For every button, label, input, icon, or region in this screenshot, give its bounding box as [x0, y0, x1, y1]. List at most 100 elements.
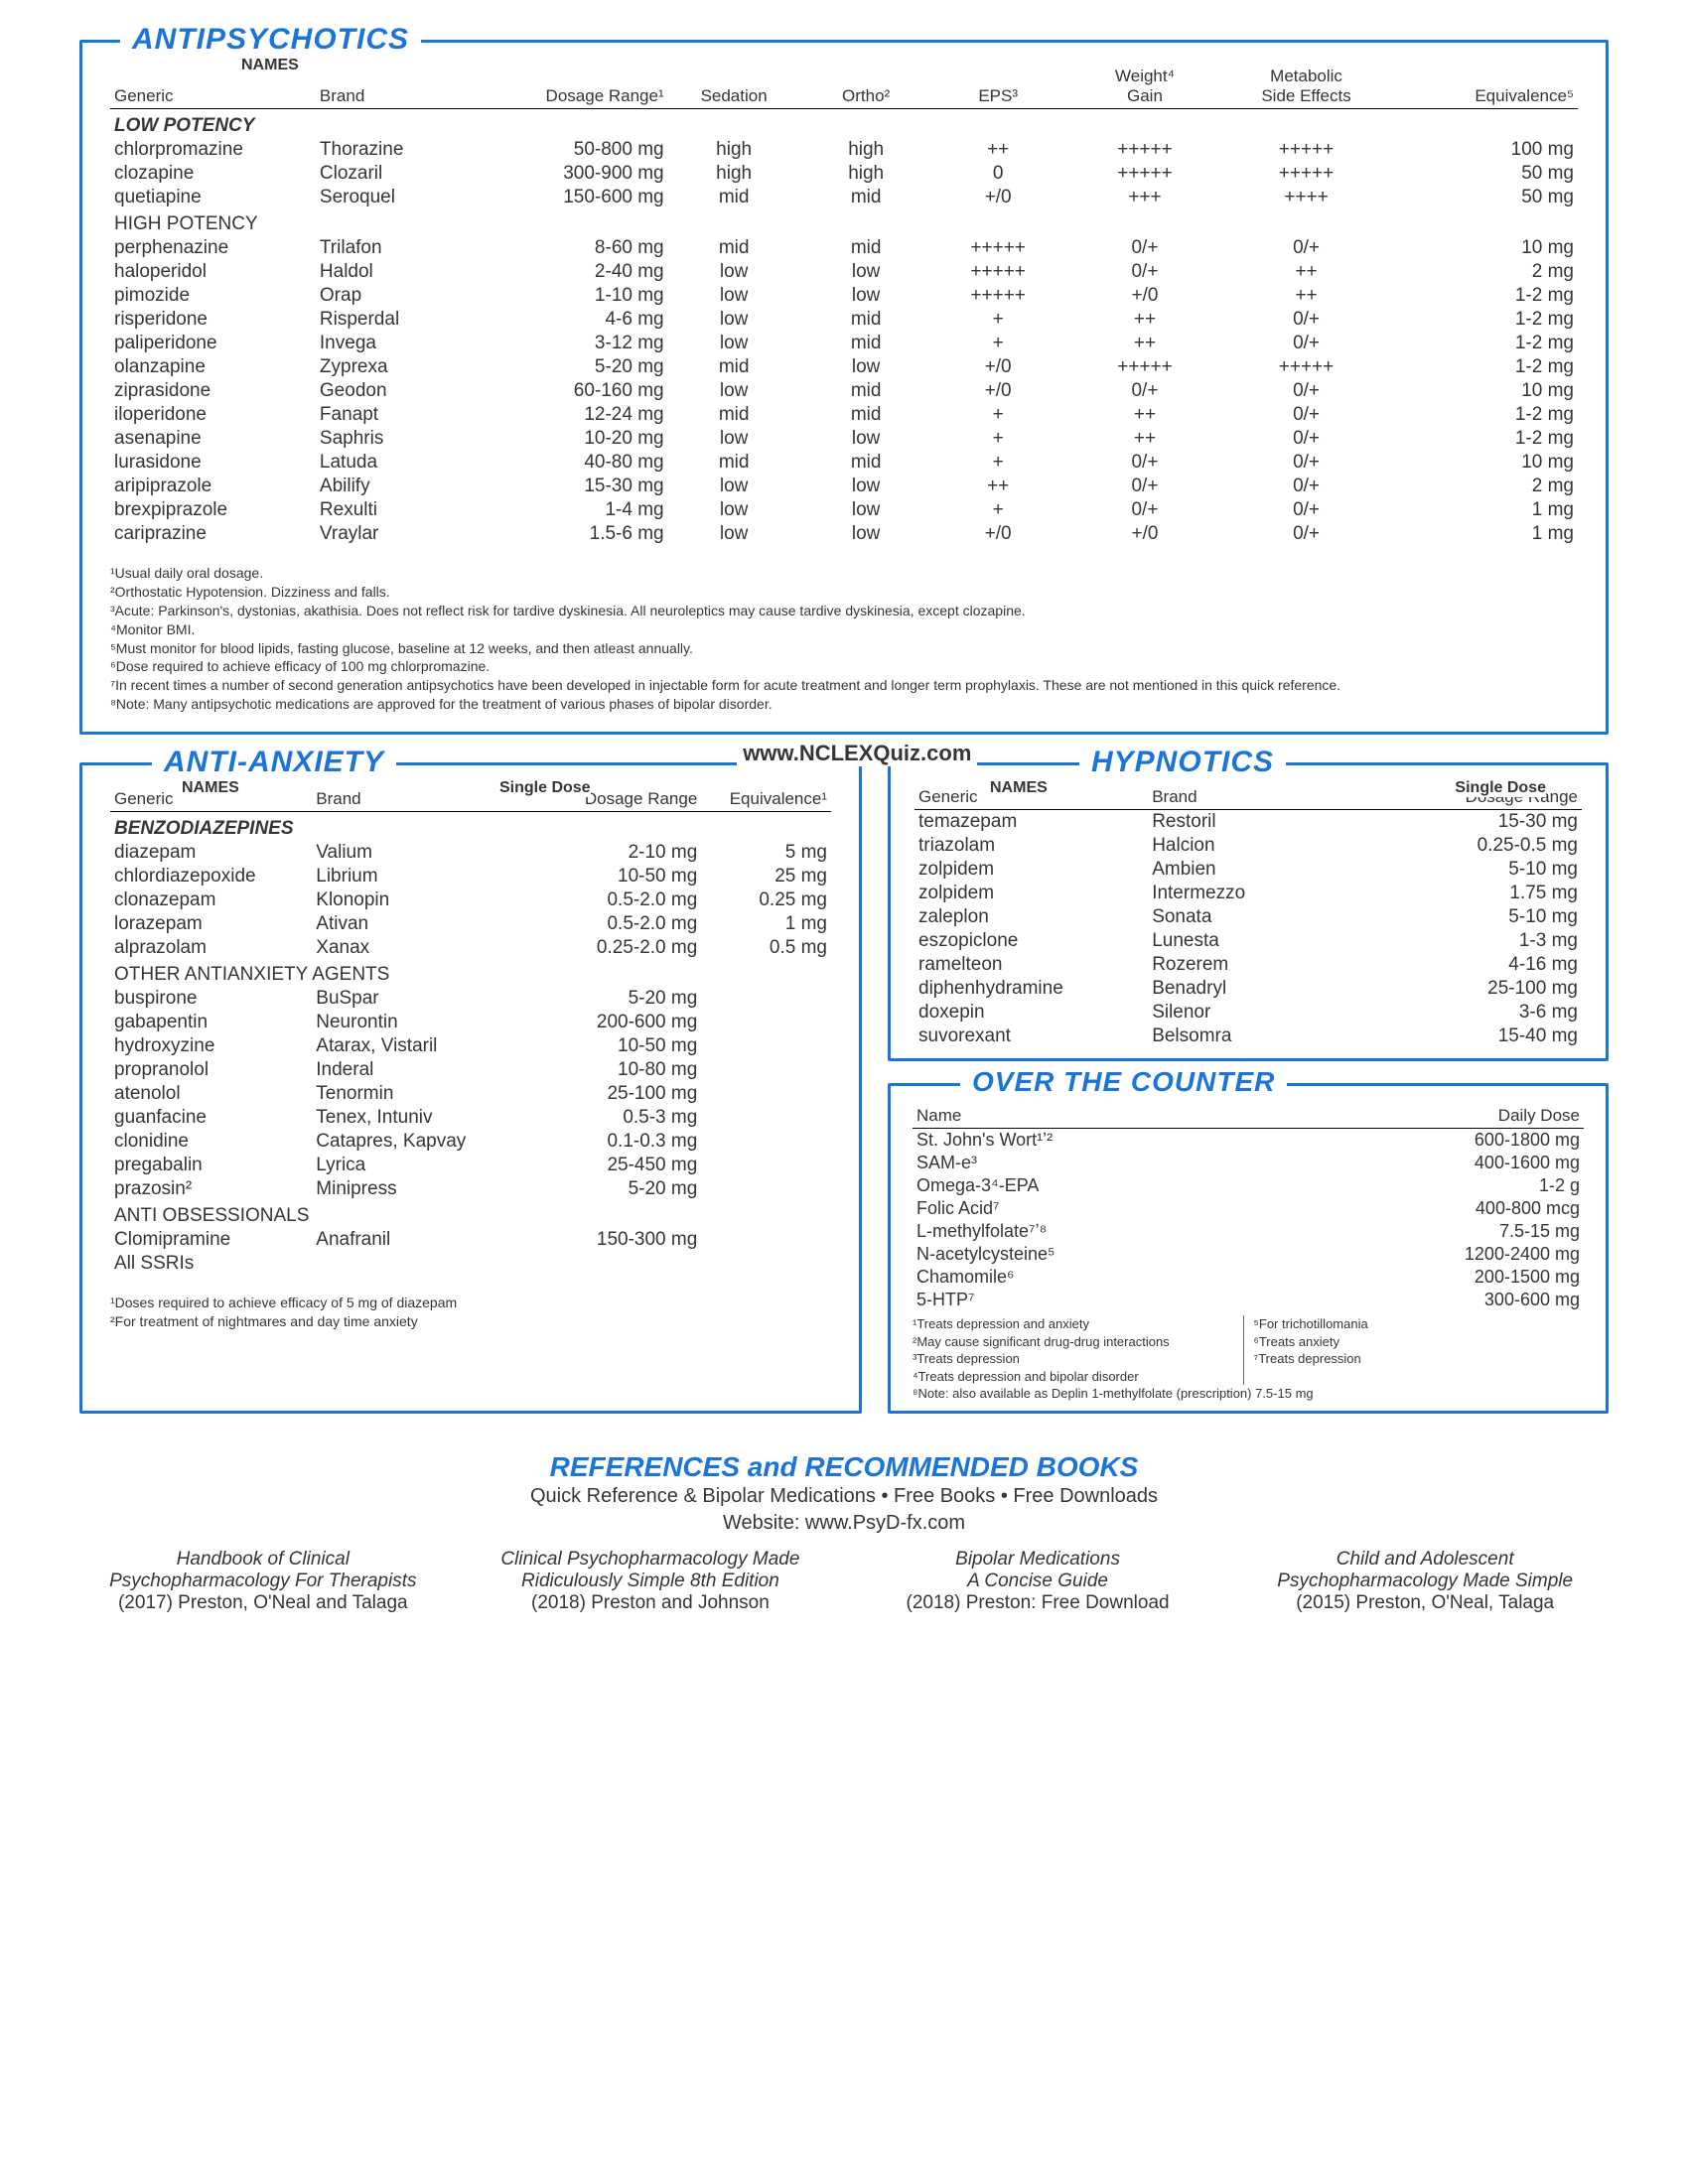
table-row: asenapineSaphris10-20 mglowlow+++0/+1-2 … [110, 427, 1578, 451]
table-row: atenololTenormin25-100 mg [110, 1082, 831, 1106]
table-row: doxepinSilenor3-6 mg [914, 1001, 1582, 1024]
table-row: ClomipramineAnafranil150-300 mg [110, 1228, 831, 1252]
antianxiety-panel: ANTI-ANXIETY NAMES Single Dose GenericBr… [79, 762, 862, 1414]
table-row: quetiapineSeroquel150-600 mgmidmid+/0+++… [110, 186, 1578, 209]
names-label-aa: NAMES [182, 779, 239, 797]
table-row: St. John's Wort¹ʼ²600-1800 mg [913, 1129, 1584, 1153]
table-row: aripiprazoleAbilify15-30 mglowlow++0/+0/… [110, 475, 1578, 498]
table-row: gabapentinNeurontin200-600 mg [110, 1011, 831, 1034]
otc-table: NameDaily Dose St. John's Wort¹ʼ²600-180… [913, 1104, 1584, 1311]
watermark: www.NCLEXQuiz.com [737, 741, 977, 766]
table-row: L-methylfolate⁷ʼ⁸7.5-15 mg [913, 1220, 1584, 1243]
table-row: prazosin²Minipress5-20 mg [110, 1177, 831, 1201]
group-label: ANTI OBSESSIONALS [110, 1201, 831, 1228]
table-row: cariprazineVraylar1.5-6 mglowlow+/0+/00/… [110, 522, 1578, 546]
table-row: All SSRIs [110, 1252, 831, 1276]
references-website: Website: www.PsyD-fx.com [79, 1512, 1609, 1535]
hypnotics-table: GenericBrandDosage Range temazepamRestor… [914, 785, 1582, 1048]
table-row: guanfacineTenex, Intuniv0.5-3 mg [110, 1106, 831, 1130]
table-row: propranololInderal10-80 mg [110, 1058, 831, 1082]
col-header: Name [913, 1104, 1282, 1129]
col-header: Equivalence¹ [701, 787, 831, 812]
antipsychotics-footnotes: ¹Usual daily oral dosage.²Orthostatic Hy… [110, 564, 1578, 714]
col-header: Brand [316, 65, 492, 109]
group-label: OTHER ANTIANXIETY AGENTS [110, 960, 831, 987]
col-header: Ortho² [800, 65, 932, 109]
group-label: HIGH POTENCY [110, 209, 1578, 236]
table-row: iloperidoneFanapt12-24 mgmidmid+++0/+1-2… [110, 403, 1578, 427]
table-row: clozapineClozaril300-900 mghighhigh0++++… [110, 162, 1578, 186]
table-row: hydroxyzineAtarax, Vistaril10-50 mg [110, 1034, 831, 1058]
table-row: lurasidoneLatuda40-80 mgmidmid+0/+0/+10 … [110, 451, 1578, 475]
table-row: ziprasidoneGeodon60-160 mglowmid+/00/+0/… [110, 379, 1578, 403]
table-row: SAM-e³400-1600 mg [913, 1152, 1584, 1174]
table-row: 5-HTP⁷300-600 mg [913, 1289, 1584, 1311]
antianxiety-title: ANTI-ANXIETY [152, 746, 396, 779]
dose-label-hy: Single Dose [1455, 779, 1546, 797]
table-row: diphenhydramineBenadryl25-100 mg [914, 977, 1582, 1001]
table-row: risperidoneRisperdal4-6 mglowmid+++0/+1-… [110, 308, 1578, 332]
col-header: Sedation [668, 65, 800, 109]
book-ref: Child and AdolescentPsychopharmacology M… [1241, 1549, 1609, 1614]
table-row: lorazepamAtivan0.5-2.0 mg1 mg [110, 912, 831, 936]
table-row: triazolamHalcion0.25-0.5 mg [914, 834, 1582, 858]
antianxiety-footnotes: ¹Doses required to achieve efficacy of 5… [110, 1294, 831, 1331]
names-label: NAMES [241, 57, 299, 74]
col-header: Dosage Range¹ [492, 65, 667, 109]
names-label-hy: NAMES [990, 779, 1048, 797]
col-header: MetabolicSide Effects [1225, 65, 1387, 109]
dose-label-aa: Single Dose [499, 779, 591, 797]
antipsychotics-panel: ANTIPSYCHOTICS NAMES GenericBrandDosage … [79, 40, 1609, 735]
table-row: chlorpromazineThorazine50-800 mghighhigh… [110, 138, 1578, 162]
table-row: suvorexantBelsomra15-40 mg [914, 1024, 1582, 1048]
table-row: zolpidemAmbien5-10 mg [914, 858, 1582, 882]
lower-row: www.NCLEXQuiz.com ANTI-ANXIETY NAMES Sin… [79, 762, 1609, 1441]
otc-panel: OVER THE COUNTER NameDaily Dose St. John… [888, 1083, 1609, 1414]
book-ref: Handbook of ClinicalPsychopharmacology F… [79, 1549, 447, 1614]
table-row: Folic Acid⁷400-800 mcg [913, 1197, 1584, 1220]
right-column: HYPNOTICS NAMES Single Dose GenericBrand… [888, 762, 1609, 1441]
otc-title: OVER THE COUNTER [960, 1066, 1287, 1098]
table-row: eszopicloneLunesta1-3 mg [914, 929, 1582, 953]
book-ref: Bipolar MedicationsA Concise Guide(2018)… [854, 1549, 1221, 1614]
table-row: zolpidemIntermezzo1.75 mg [914, 882, 1582, 905]
group-label: BENZODIAZEPINES [110, 812, 831, 842]
table-row: olanzapineZyprexa5-20 mgmidlow+/0+++++++… [110, 355, 1578, 379]
table-row: alprazolamXanax0.25-2.0 mg0.5 mg [110, 936, 831, 960]
antipsychotics-title: ANTIPSYCHOTICS [120, 23, 421, 57]
col-header: Brand [312, 787, 528, 812]
col-header: EPS³ [932, 65, 1064, 109]
table-row: paliperidoneInvega3-12 mglowmid+++0/+1-2… [110, 332, 1578, 355]
col-header: Weight⁴Gain [1064, 65, 1226, 109]
table-row: zaleplonSonata5-10 mg [914, 905, 1582, 929]
table-row: pimozideOrap1-10 mglowlow++++++/0++1-2 m… [110, 284, 1578, 308]
table-row: perphenazineTrilafon8-60 mgmidmid+++++0/… [110, 236, 1578, 260]
table-row: clonidineCatapres, Kapvay0.1-0.3 mg [110, 1130, 831, 1154]
hypnotics-panel: HYPNOTICS NAMES Single Dose GenericBrand… [888, 762, 1609, 1061]
table-row: buspironeBuSpar5-20 mg [110, 987, 831, 1011]
antianxiety-table: GenericBrandDosage RangeEquivalence¹ BEN… [110, 787, 831, 1276]
antipsychotics-table: GenericBrandDosage Range¹SedationOrtho²E… [110, 65, 1578, 546]
references-section: REFERENCES and RECOMMENDED BOOKS Quick R… [79, 1451, 1609, 1614]
table-row: brexpiprazoleRexulti1-4 mglowlow+0/+0/+1… [110, 498, 1578, 522]
otc-footnote-bottom: ⁸Note: also available as Deplin 1-methyl… [913, 1385, 1584, 1403]
book-ref: Clinical Psychopharmacology MadeRidiculo… [467, 1549, 834, 1614]
table-row: Omega-3⁴-EPA1-2 g [913, 1174, 1584, 1197]
table-row: clonazepamKlonopin0.5-2.0 mg0.25 mg [110, 888, 831, 912]
table-row: pregabalinLyrica25-450 mg [110, 1154, 831, 1177]
books-row: Handbook of ClinicalPsychopharmacology F… [79, 1549, 1609, 1614]
table-row: temazepamRestoril15-30 mg [914, 810, 1582, 835]
hypnotics-title: HYPNOTICS [1079, 746, 1286, 779]
table-row: chlordiazepoxideLibrium10-50 mg25 mg [110, 865, 831, 888]
col-header: Equivalence⁵ [1387, 65, 1578, 109]
references-subtitle: Quick Reference & Bipolar Medications • … [79, 1485, 1609, 1508]
otc-footnotes: ¹Treats depression and anxiety²May cause… [913, 1315, 1584, 1385]
references-title: REFERENCES and RECOMMENDED BOOKS [79, 1451, 1609, 1483]
table-row: ramelteonRozerem4-16 mg [914, 953, 1582, 977]
col-header: Daily Dose [1282, 1104, 1584, 1129]
table-row: N-acetylcysteine⁵1200-2400 mg [913, 1243, 1584, 1266]
table-row: Chamomile⁶200-1500 mg [913, 1266, 1584, 1289]
col-header: Brand [1148, 785, 1368, 810]
table-row: haloperidolHaldol2-40 mglowlow+++++0/+++… [110, 260, 1578, 284]
group-label: LOW POTENCY [110, 109, 1578, 139]
